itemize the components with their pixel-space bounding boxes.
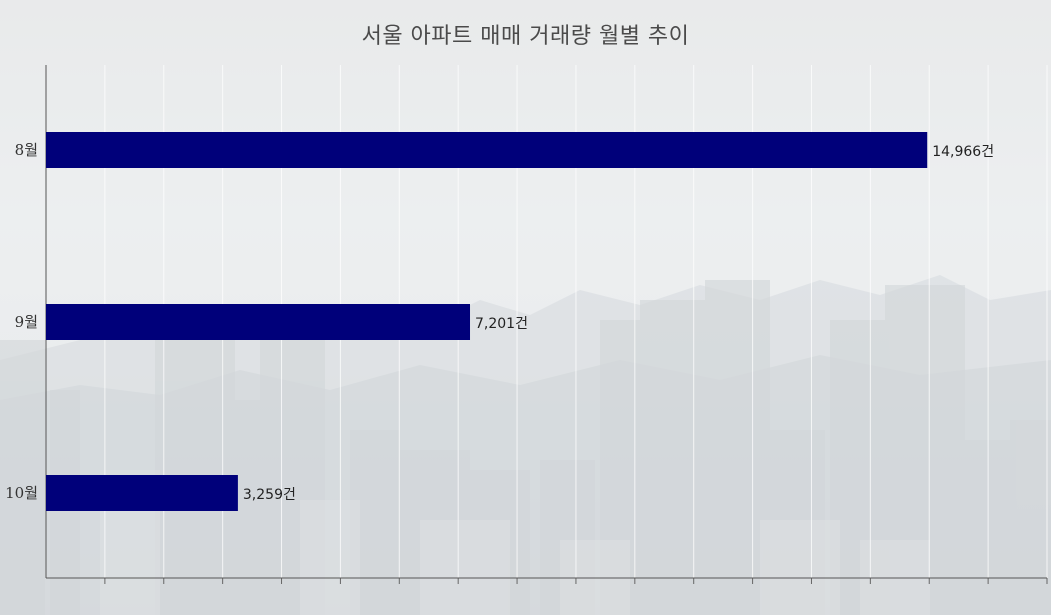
bars: [46, 132, 928, 511]
value-label-2: 7,201건: [475, 316, 528, 332]
value-label-3: 3,259건: [243, 487, 296, 503]
labels: 8월 14,966건 9월 7,201건 10월 3,259건: [5, 141, 994, 503]
bar-3: [46, 475, 238, 511]
category-label-1: 8월: [15, 141, 38, 159]
category-label-2: 9월: [15, 313, 38, 331]
bar-2: [46, 304, 471, 340]
value-label-1: 14,966건: [932, 144, 994, 160]
bar-1: [46, 132, 928, 168]
chart-title: 서울 아파트 매매 거래량 월별 추이: [361, 24, 690, 49]
category-label-3: 10월: [5, 484, 38, 502]
